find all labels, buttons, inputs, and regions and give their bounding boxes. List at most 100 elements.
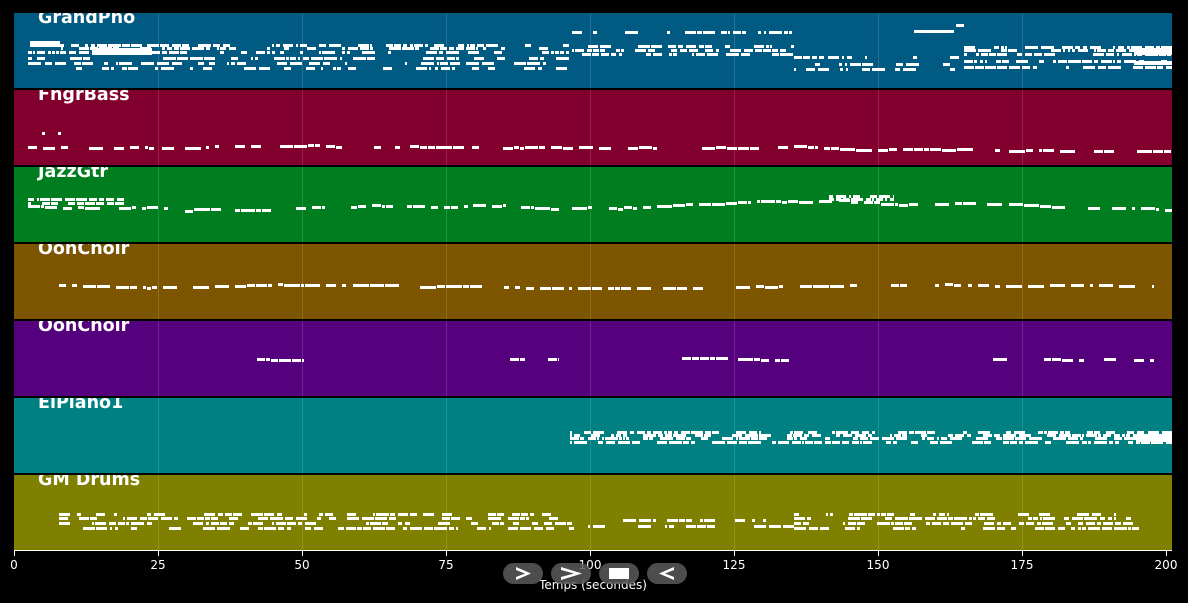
note [77,202,84,205]
note [270,517,283,520]
note [759,434,771,437]
note [520,517,525,520]
note [1058,60,1067,63]
note [778,145,788,149]
note [668,45,676,48]
note [398,522,402,525]
note [456,47,464,50]
note [55,62,66,65]
note [468,51,479,54]
note [436,57,444,60]
play-button[interactable] [503,563,543,584]
note [180,51,187,54]
note [154,513,165,516]
note [363,527,371,530]
note [28,198,34,201]
note [162,47,165,50]
note [298,57,300,60]
grid-line [302,475,303,550]
note [889,148,897,152]
note [56,51,59,54]
forward-button[interactable] [551,563,591,584]
note [829,195,833,198]
note [473,203,486,207]
note [164,207,168,211]
note [542,513,551,516]
note [598,441,603,444]
note [806,68,815,71]
note [1124,60,1136,63]
note [1086,522,1095,525]
note [995,284,1000,288]
note [383,67,392,70]
note [548,358,557,362]
track-label: FngrBass [38,90,130,105]
note [891,522,894,525]
stop-button[interactable] [599,563,639,584]
note [204,513,215,516]
note [1122,434,1125,437]
note [895,522,903,525]
note [1022,66,1030,69]
note [738,201,747,205]
note [326,145,335,149]
note [1066,66,1069,69]
note [347,51,350,54]
note [770,45,772,48]
note [117,198,124,201]
note [950,56,959,59]
note [298,522,302,525]
note [284,67,291,70]
note [951,522,963,525]
note [1162,431,1172,434]
note [996,60,1001,63]
note [52,51,55,54]
note [370,522,381,525]
note [876,198,883,201]
note [828,56,839,59]
note [963,202,976,206]
note [386,44,393,47]
note [950,68,955,71]
note [1113,60,1115,63]
note [930,441,938,444]
note [1132,527,1139,530]
note [903,147,913,151]
note [667,519,678,522]
note [1072,434,1081,437]
note [657,441,667,444]
note [836,431,848,434]
note [722,437,733,440]
note [905,527,910,530]
note [442,517,450,520]
note [444,205,450,209]
note [937,437,939,440]
note [172,62,182,65]
note [948,517,953,520]
note [1068,437,1078,440]
note [1016,60,1028,63]
note [76,198,87,201]
note [538,67,542,70]
note [975,513,979,516]
note [1103,522,1113,525]
note [763,519,766,522]
x-tick [302,551,303,556]
track-label: OohChoir [38,244,130,259]
note [617,431,627,434]
note [115,527,118,530]
note [1126,517,1131,520]
note [326,284,336,288]
note [976,437,988,440]
note [398,513,408,516]
note [1126,434,1130,437]
note [792,441,801,444]
note [215,285,229,289]
note [910,513,915,516]
note [218,513,223,516]
note [217,47,219,50]
note [1014,431,1025,434]
rewind-button[interactable] [647,563,687,584]
note [229,522,234,525]
